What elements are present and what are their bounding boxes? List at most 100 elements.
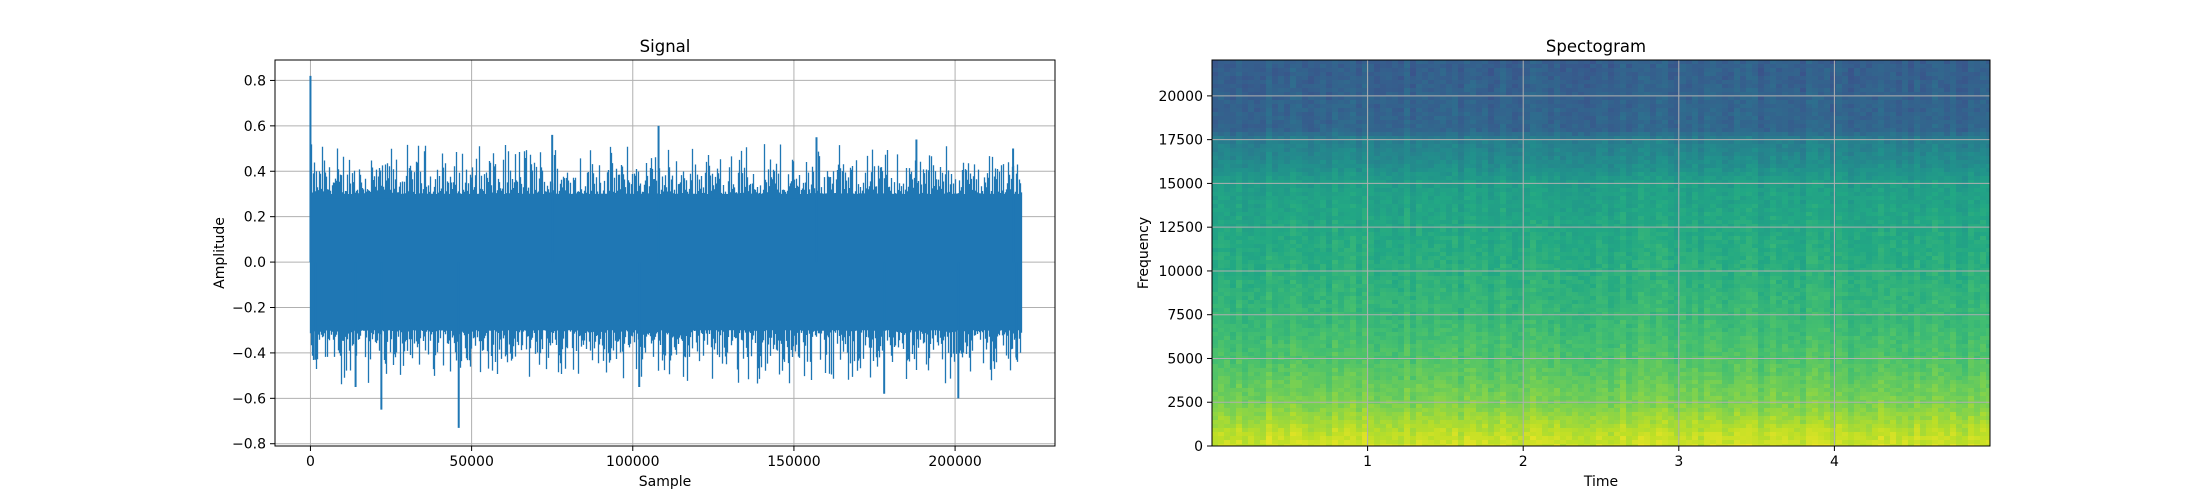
spectrogram-cell [1668, 68, 1675, 73]
spectrogram-cell [1734, 128, 1741, 133]
spectrogram-cell [1362, 128, 1369, 133]
spectrogram-cell [1920, 84, 1927, 89]
spectrogram-cell [1302, 140, 1309, 145]
spectrogram-cell [1752, 76, 1759, 81]
spectrogram-cell [1608, 92, 1615, 97]
spectrogram-cell [1368, 200, 1375, 205]
spectrogram-cell [1548, 152, 1555, 157]
spectrogram-cell [1920, 128, 1927, 133]
spectrogram-cell [1866, 148, 1873, 153]
spectrogram-cell [1380, 120, 1387, 125]
spectrogram-cell [1800, 156, 1807, 161]
spectrogram-cell [1416, 208, 1423, 213]
spectrogram-cell [1596, 200, 1603, 205]
spectrogram-cell [1308, 88, 1315, 93]
spectrogram-cell [1572, 156, 1579, 161]
spectrogram-cell [1914, 188, 1921, 193]
spectrogram-cell [1914, 200, 1921, 205]
spectrogram-cell [1848, 84, 1855, 89]
spectrogram-cell [1278, 132, 1285, 137]
spectrogram-cell [1764, 60, 1771, 65]
spectrogram-cell [1956, 136, 1963, 141]
spectrogram-cell [1416, 136, 1423, 141]
spectrogram-cell [1962, 84, 1969, 89]
spectrogram-cell [1266, 104, 1273, 109]
spectrogram-cell [1944, 144, 1951, 149]
spectrogram-cell [1986, 80, 1991, 85]
spectrogram-cell [1698, 208, 1705, 213]
spectrogram-cell [1332, 192, 1339, 197]
spectrogram-cell [1218, 136, 1225, 141]
spectrogram-cell [1302, 120, 1309, 125]
spectrogram-cell [1746, 196, 1753, 201]
spectrogram-cell [1614, 124, 1621, 129]
spectrogram-cell [1392, 132, 1399, 137]
spectrogram-cell [1716, 204, 1723, 209]
spectrogram-cell [1452, 176, 1459, 181]
spectrogram-cell [1698, 148, 1705, 153]
spectrogram-cell [1908, 156, 1915, 161]
spectrogram-cell [1788, 72, 1795, 77]
spectrogram-cell [1272, 136, 1279, 141]
spectrogram-cell [1824, 88, 1831, 93]
spectrogram-cell [1266, 180, 1273, 185]
spectrogram-cell [1332, 76, 1339, 81]
spectrogram-cell [1848, 208, 1855, 213]
spectrogram-cell [1470, 104, 1477, 109]
spectrogram-cell [1440, 88, 1447, 93]
spectrogram-cell [1320, 160, 1327, 165]
spectrogram-cell [1986, 108, 1991, 113]
spectrogram-cell [1278, 184, 1285, 189]
spectrogram-cell [1608, 180, 1615, 185]
spectrogram-cell [1524, 76, 1531, 81]
spectrogram-cell [1620, 60, 1627, 65]
spectrogram-cell [1860, 96, 1867, 101]
spectrogram-cell [1260, 188, 1267, 193]
spectrogram-cell [1698, 108, 1705, 113]
spectrogram-cell [1446, 104, 1453, 109]
spectrogram-cell [1602, 116, 1609, 121]
spectrogram-cell [1644, 204, 1651, 209]
spectrogram-cell [1254, 200, 1261, 205]
spectrogram-cell [1932, 144, 1939, 149]
spectrogram-cell [1602, 68, 1609, 73]
spectrogram-cell [1248, 128, 1255, 133]
spectrogram-cell [1476, 200, 1483, 205]
spectrogram-cell [1818, 64, 1825, 69]
spectrogram-cell [1608, 196, 1615, 201]
spectrogram-cell [1500, 112, 1507, 117]
spectrogram-cell [1230, 192, 1237, 197]
spectrogram-cell [1494, 120, 1501, 125]
spectrogram-cell [1404, 72, 1411, 77]
spectrogram-cell [1692, 120, 1699, 125]
spectrogram-cell [1584, 184, 1591, 189]
spectrogram-cell [1536, 84, 1543, 89]
spectrogram-cell [1452, 136, 1459, 141]
spectrogram-cell [1812, 108, 1819, 113]
spectrogram-cell [1920, 184, 1927, 189]
spectrogram-cell [1986, 168, 1991, 173]
spectrogram-cell [1956, 172, 1963, 177]
spectrogram-cell [1656, 68, 1663, 73]
spectrogram-cell [1884, 200, 1891, 205]
spectrogram-cell [1578, 160, 1585, 165]
spectrogram-cell [1416, 72, 1423, 77]
spectrogram-cell [1212, 188, 1219, 193]
spectrogram-cell [1854, 120, 1861, 125]
spectrogram-cell [1380, 176, 1387, 181]
spectrogram-cell [1890, 124, 1897, 129]
spectrogram-cell [1740, 192, 1747, 197]
spectrogram-cell [1464, 176, 1471, 181]
spectrogram-cell [1908, 148, 1915, 153]
spectrogram-cell [1500, 96, 1507, 101]
spectrogram-cell [1890, 88, 1897, 93]
spectrogram-cell [1818, 76, 1825, 81]
spectrogram-cell [1812, 76, 1819, 81]
spectrogram-cell [1284, 116, 1291, 121]
spectrogram-cell [1548, 188, 1555, 193]
spectrogram-cell [1818, 72, 1825, 77]
spectrogram-cell [1266, 132, 1273, 137]
spectrogram-cell [1758, 104, 1765, 109]
spectrogram-cell [1626, 196, 1633, 201]
spectrogram-cell [1728, 136, 1735, 141]
